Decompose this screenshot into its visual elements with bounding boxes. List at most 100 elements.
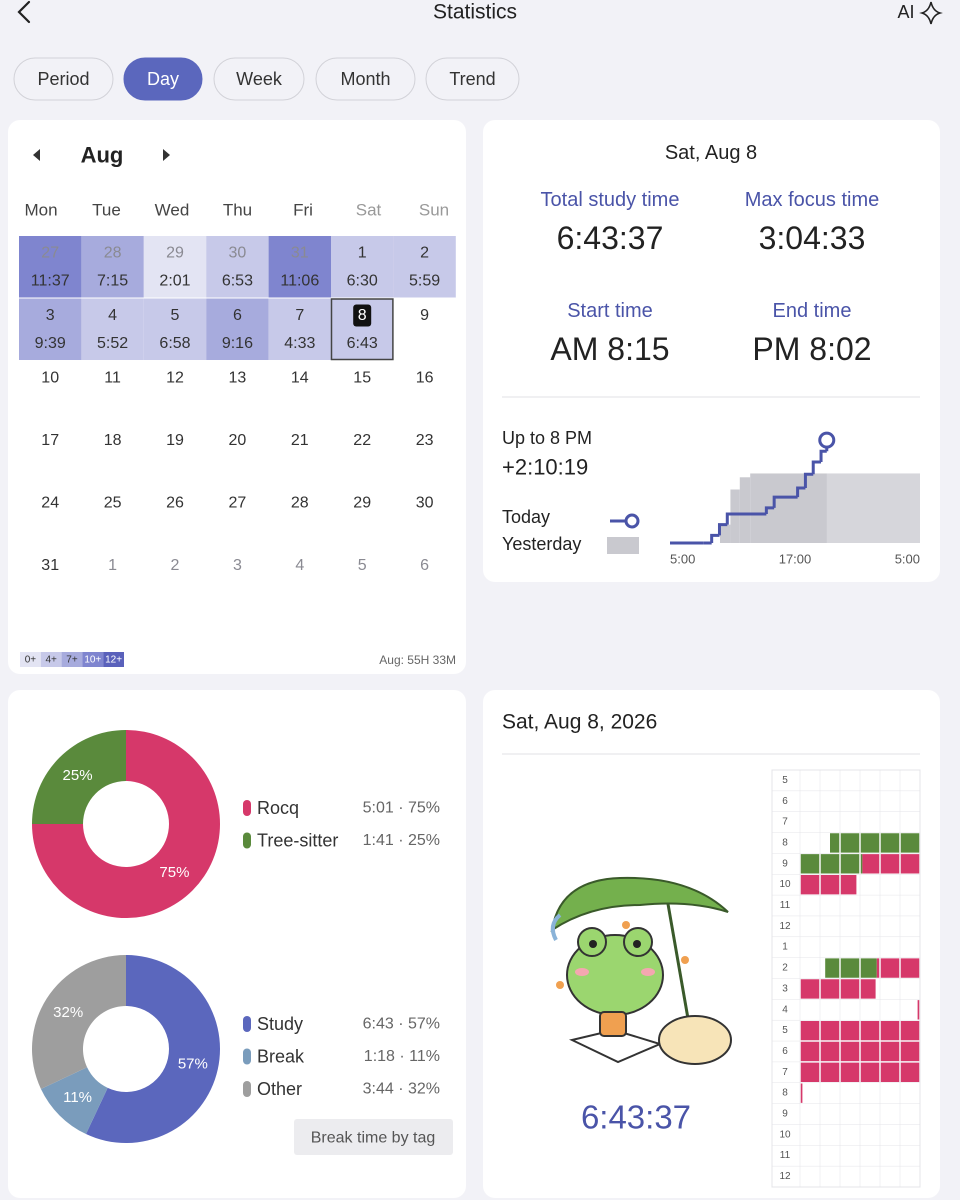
day-number: 28	[104, 245, 122, 262]
day-time: 4:33	[284, 335, 315, 352]
legend-swatch	[61, 652, 83, 667]
x-tick-label: 5:00	[670, 552, 695, 567]
tab[interactable]	[13, 57, 114, 101]
tea-drop	[556, 981, 564, 989]
day-fill[interactable]	[206, 236, 269, 298]
yesterday-step	[739, 477, 751, 543]
stat-value: AM 8:15	[550, 331, 669, 367]
today-step	[710, 533, 720, 543]
hour-label: 4	[782, 1004, 788, 1015]
comparison-label: Up to 8 PM	[502, 428, 592, 448]
day-number: 26	[166, 495, 184, 512]
day-fill[interactable]	[268, 298, 331, 361]
slice-label: 32%	[53, 1004, 83, 1021]
month-total: Aug: 55H 33M	[379, 653, 456, 667]
day-fill[interactable]	[206, 298, 269, 361]
hour-label: 10	[779, 879, 791, 890]
break-by-tag-button[interactable]	[294, 1119, 453, 1155]
today-step	[717, 523, 728, 536]
timeline-total: 6:43:37	[581, 1099, 691, 1136]
today-step	[819, 449, 827, 462]
day-number: 4	[108, 307, 117, 324]
day-fill[interactable]	[143, 298, 207, 361]
day-number: 2	[171, 557, 180, 574]
day-time: 6:58	[159, 335, 190, 352]
frog-blush	[641, 968, 655, 976]
day-fill[interactable]	[268, 236, 331, 298]
selected-day-badge	[353, 304, 372, 327]
ai-button[interactable]: AI	[897, 2, 914, 22]
day-fill[interactable]	[331, 236, 394, 298]
water-drop	[550, 913, 562, 941]
x-tick-label: 17:00	[779, 552, 812, 567]
day-fill[interactable]	[393, 236, 456, 298]
day-number: 10	[41, 370, 59, 387]
tab[interactable]	[213, 57, 305, 101]
pie-card	[8, 690, 466, 1198]
prev-month-button[interactable]	[33, 149, 40, 161]
legend-name: Tree-sitter	[257, 831, 338, 851]
stat-label: End time	[773, 300, 852, 322]
hour-label: 7	[782, 1067, 788, 1078]
day-fill[interactable]	[19, 236, 82, 298]
hour-label: 2	[782, 963, 788, 974]
day-time: 9:39	[35, 335, 66, 352]
tab-label: Month	[340, 69, 390, 89]
day-fill[interactable]	[81, 236, 144, 298]
day-number: 18	[104, 432, 122, 449]
day-number: 14	[291, 370, 309, 387]
legend-swatch	[82, 652, 104, 667]
day-number: 16	[416, 370, 434, 387]
frog-pupil	[589, 940, 597, 948]
session-block	[800, 978, 876, 1000]
legend-dot-body	[243, 1048, 251, 1065]
session-block	[862, 853, 920, 875]
day-number: 24	[41, 495, 59, 512]
legend-detail: 1:18 · 11%	[364, 1048, 440, 1065]
tab-label: Trend	[449, 69, 495, 89]
day-number: 3	[46, 307, 55, 324]
tab[interactable]	[425, 57, 520, 101]
legend-detail: 3:44 · 32%	[363, 1081, 440, 1098]
weekday-label: Tue	[92, 201, 121, 220]
tab[interactable]	[123, 57, 203, 101]
hour-label: 12	[779, 1171, 791, 1182]
day-number: 30	[229, 245, 247, 262]
back-button[interactable]	[17, 0, 31, 24]
stat-value: 3:04:33	[759, 220, 866, 256]
hour-label: 10	[779, 1129, 791, 1140]
yesterday-step	[750, 473, 920, 543]
stat-value: PM 8:02	[752, 331, 871, 367]
slice-label: 25%	[63, 767, 93, 784]
hour-label: 8	[782, 837, 788, 848]
hour-label: 6	[782, 796, 788, 807]
donut-slice	[32, 955, 126, 1090]
month-label: Aug	[81, 143, 124, 168]
after-now-shade	[826, 436, 920, 543]
day-number: 4	[295, 557, 304, 574]
tab[interactable]	[315, 57, 416, 101]
day-fill[interactable]	[143, 236, 207, 298]
day-time: 6:43	[347, 335, 378, 352]
legend-today-dot	[624, 513, 640, 529]
day-number: 27	[41, 245, 59, 262]
day-number: 27	[229, 495, 247, 512]
ai-sparkle-icon	[919, 1, 943, 25]
legend-dot-body	[243, 1081, 251, 1097]
day-fill[interactable]	[81, 298, 144, 361]
frog-illustration	[550, 876, 732, 1065]
legend-detail: 1:41 · 25%	[363, 832, 440, 849]
teapot	[658, 1015, 732, 1065]
day-fill[interactable]	[19, 298, 82, 361]
day-number: 31	[41, 557, 59, 574]
next-month-button[interactable]	[163, 149, 170, 161]
day-time: 5:52	[97, 335, 128, 352]
day-number: 3	[233, 557, 242, 574]
day-time: 7:15	[97, 273, 128, 290]
tab-label: Week	[236, 69, 283, 89]
legend-yesterday-swatch	[607, 537, 639, 554]
today-step	[811, 460, 822, 475]
day-time: 9:16	[222, 335, 253, 352]
legend-label: 10+	[84, 655, 101, 666]
